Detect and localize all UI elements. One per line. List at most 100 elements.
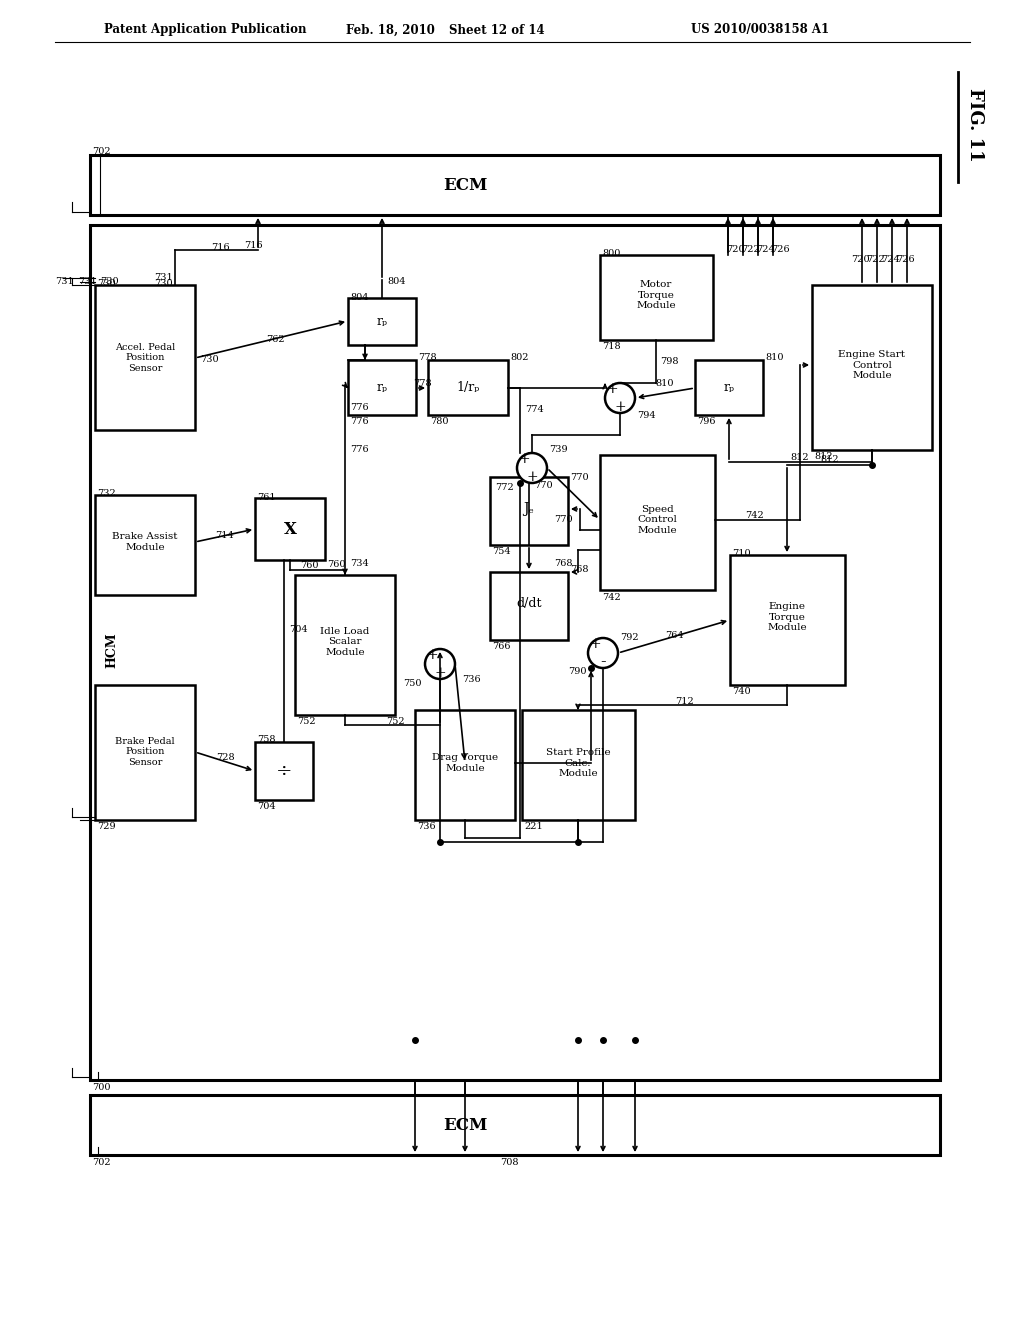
Text: 794: 794 — [637, 411, 655, 420]
Text: 768: 768 — [570, 565, 589, 574]
Text: 770: 770 — [534, 480, 553, 490]
Text: Start Profile
Calc.
Module: Start Profile Calc. Module — [546, 748, 610, 777]
Bar — [90, 154, 940, 215]
Text: 700: 700 — [92, 1082, 111, 1092]
Text: 710: 710 — [732, 549, 751, 557]
Text: Feb. 18, 2010: Feb. 18, 2010 — [345, 24, 434, 37]
Text: 790: 790 — [568, 668, 587, 676]
Bar — [600, 455, 715, 590]
Text: 731: 731 — [78, 277, 96, 286]
Text: 730: 730 — [155, 279, 173, 288]
Text: rₚ: rₚ — [724, 381, 734, 395]
Bar — [695, 360, 763, 414]
Text: US 2010/0038158 A1: US 2010/0038158 A1 — [691, 24, 829, 37]
Text: Drag Torque
Module: Drag Torque Module — [432, 754, 498, 772]
Text: Brake Pedal
Position
Sensor: Brake Pedal Position Sensor — [115, 737, 175, 767]
Text: 752: 752 — [297, 717, 315, 726]
Text: 804: 804 — [350, 293, 369, 301]
Text: ECM: ECM — [442, 1117, 487, 1134]
Text: 730: 730 — [200, 355, 219, 364]
Bar — [95, 285, 195, 430]
Circle shape — [588, 638, 618, 668]
Text: 724: 724 — [882, 256, 900, 264]
Text: 758: 758 — [257, 735, 275, 744]
Text: 766: 766 — [492, 642, 511, 651]
Text: HCM: HCM — [105, 632, 119, 668]
Bar — [255, 742, 313, 800]
Text: 776: 776 — [350, 404, 369, 412]
Bar — [90, 1096, 940, 1155]
Bar — [415, 710, 515, 820]
Text: +: + — [614, 400, 626, 414]
Text: 722: 722 — [866, 256, 885, 264]
Text: 804: 804 — [387, 277, 406, 286]
Text: 768: 768 — [555, 560, 573, 569]
Text: Accel. Pedal
Position
Sensor: Accel. Pedal Position Sensor — [115, 343, 175, 372]
Text: 736: 736 — [417, 822, 435, 832]
Text: rₚ: rₚ — [377, 381, 387, 395]
Bar — [255, 498, 325, 560]
Text: 730: 730 — [97, 279, 116, 288]
Text: Patent Application Publication: Patent Application Publication — [103, 24, 306, 37]
Text: 714: 714 — [216, 531, 234, 540]
Text: 810: 810 — [655, 379, 674, 388]
Text: 770: 770 — [554, 516, 573, 524]
Text: 792: 792 — [620, 632, 639, 642]
Text: +: + — [434, 667, 445, 680]
Text: 732: 732 — [97, 488, 116, 498]
Text: +: + — [589, 638, 601, 651]
Bar — [600, 255, 713, 341]
Text: 708: 708 — [500, 1158, 518, 1167]
Text: rₚ: rₚ — [377, 314, 387, 327]
Text: 764: 764 — [665, 631, 683, 640]
Bar — [95, 495, 195, 595]
Text: Idle Load
Scalar
Module: Idle Load Scalar Module — [321, 627, 370, 657]
Text: +: + — [606, 381, 617, 396]
Text: ÷: ÷ — [275, 762, 292, 780]
Text: 761: 761 — [257, 492, 275, 502]
Text: 778: 778 — [413, 379, 431, 388]
Text: 752: 752 — [386, 718, 404, 726]
Text: 772: 772 — [496, 483, 514, 492]
Text: 810: 810 — [765, 354, 783, 363]
Text: 720: 720 — [726, 246, 744, 255]
Text: FIG. 11: FIG. 11 — [966, 88, 984, 162]
Text: 730: 730 — [100, 277, 119, 286]
Text: 720: 720 — [851, 256, 870, 264]
Text: 736: 736 — [462, 676, 480, 685]
Text: 731: 731 — [55, 277, 74, 286]
Text: 760: 760 — [300, 561, 318, 569]
Text: 770: 770 — [570, 473, 589, 482]
Text: 704: 704 — [257, 803, 275, 810]
Circle shape — [605, 383, 635, 413]
Text: 812: 812 — [791, 454, 809, 462]
Text: 760: 760 — [327, 560, 345, 569]
Text: 722: 722 — [741, 246, 760, 255]
Text: 724: 724 — [756, 246, 775, 255]
Text: +: + — [426, 648, 438, 663]
Text: 776: 776 — [350, 446, 369, 454]
Text: 812: 812 — [820, 455, 840, 465]
Text: 754: 754 — [492, 546, 511, 556]
Bar — [522, 710, 635, 820]
Bar — [730, 554, 845, 685]
Text: 716: 716 — [211, 243, 229, 252]
Text: 718: 718 — [602, 342, 621, 351]
Text: +: + — [526, 470, 538, 484]
Text: 734: 734 — [350, 560, 369, 569]
Text: 704: 704 — [289, 626, 307, 635]
Text: 726: 726 — [771, 246, 790, 255]
Text: Engine
Torque
Module: Engine Torque Module — [767, 602, 807, 632]
Text: 750: 750 — [403, 678, 422, 688]
Bar — [812, 285, 932, 450]
Text: 742: 742 — [745, 511, 764, 520]
Text: 802: 802 — [510, 354, 528, 363]
Bar — [295, 576, 395, 715]
Text: 731: 731 — [155, 273, 173, 282]
Bar — [348, 360, 416, 414]
Text: 780: 780 — [430, 417, 449, 426]
Text: Brake Assist
Module: Brake Assist Module — [113, 532, 178, 552]
Text: 1/rₚ: 1/rₚ — [457, 381, 479, 395]
Text: Jₑ: Jₑ — [523, 502, 535, 516]
Text: 800: 800 — [602, 248, 621, 257]
